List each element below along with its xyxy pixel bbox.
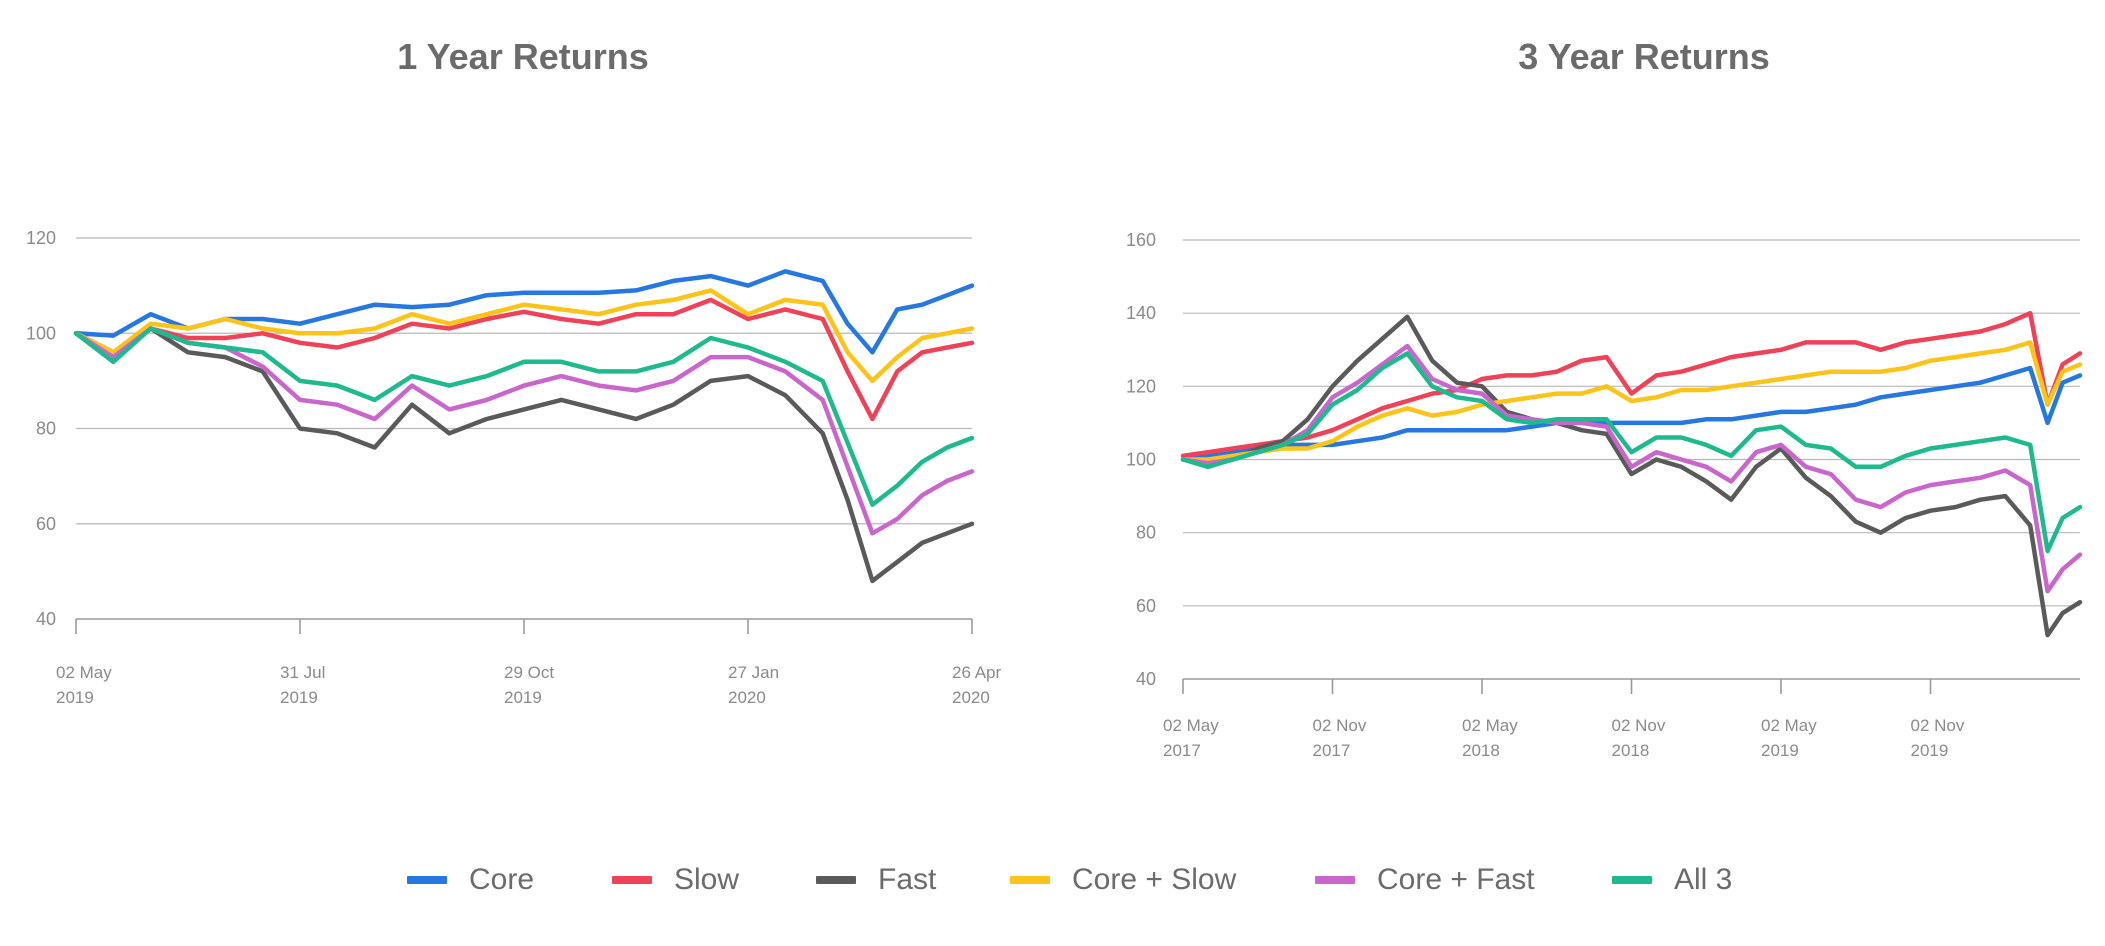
series-line-all-3 — [1180, 351, 2083, 554]
legend-label-slow: Slow — [674, 863, 740, 896]
legend-item-core-fast: Core + Fast — [1315, 858, 1535, 902]
y-tick-label: 100 — [1126, 450, 1156, 470]
x-tick-label-year: 2019 — [1761, 741, 1799, 760]
legend-swatch-core-slow — [1010, 876, 1050, 884]
x-tick-label: 02 Nov — [1612, 716, 1666, 735]
y-tick-label: 40 — [36, 609, 56, 629]
legend-label-core-slow: Core + Slow — [1072, 863, 1237, 896]
series-line-core — [1180, 365, 2083, 462]
x-tick-label: 31 Jul — [280, 663, 325, 682]
chart-1-year-returns: 40 60 80 100 120 02 May 2019 31 Jul 2019 29 Oct 20… — [26, 228, 1002, 707]
series-line-fast — [73, 326, 975, 584]
legend-label-core-fast: Core + Fast — [1377, 863, 1535, 896]
x-tick-label-year: 2017 — [1313, 741, 1351, 760]
y-tick-label: 120 — [26, 228, 56, 248]
x-tick-label-year: 2020 — [728, 688, 766, 707]
x-tick-label: 29 Oct — [504, 663, 554, 682]
legend-label-core: Core — [469, 863, 535, 896]
y-tick-label: 80 — [1136, 523, 1156, 543]
legend-label-fast: Fast — [878, 863, 937, 896]
legend-swatch-all-3 — [1612, 876, 1652, 884]
y-tick-label: 60 — [36, 514, 56, 534]
y-tick-label: 160 — [1126, 230, 1156, 250]
y-tick-label: 60 — [1136, 596, 1156, 616]
series-line-core-fast — [73, 326, 975, 536]
series-line-core-fast — [1180, 343, 2083, 594]
legend-label-all-3: All 3 — [1674, 863, 1733, 896]
x-tick-label-year: 2018 — [1612, 741, 1650, 760]
x-tick-label-year: 2019 — [1911, 741, 1949, 760]
legend-item-all-3: All 3 — [1612, 858, 1732, 902]
legend-swatch-fast — [816, 876, 856, 884]
legend-item-slow: Slow — [612, 858, 739, 902]
series-line-slow — [73, 297, 975, 422]
x-tick-label: 02 May — [1163, 716, 1219, 735]
series-line-all-3 — [73, 326, 975, 507]
legend-item-fast: Fast — [816, 858, 936, 902]
y-tick-label: 140 — [1126, 303, 1156, 323]
x-tick-label: 26 Apr — [952, 663, 1001, 682]
x-tick-label-year: 2018 — [1462, 741, 1500, 760]
x-tick-label: 02 Nov — [1911, 716, 1965, 735]
x-tick-label-year: 2019 — [280, 688, 318, 707]
y-tick-label: 100 — [26, 323, 56, 343]
x-tick-label-year: 2020 — [952, 688, 990, 707]
legend-item-core-slow: Core + Slow — [1010, 858, 1236, 902]
y-tick-label: 40 — [1136, 669, 1156, 689]
series-line-fast — [1180, 314, 2083, 638]
series-line-slow — [1180, 310, 2083, 459]
legend: Core Slow Fast Core + Slow Core + Fast A… — [0, 858, 2105, 902]
x-tick-label: 02 May — [56, 663, 112, 682]
x-tick-label: 27 Jan — [728, 663, 779, 682]
legend-swatch-core-fast — [1315, 876, 1355, 884]
legend-item-core: Core — [407, 858, 534, 902]
y-tick-label: 120 — [1126, 376, 1156, 396]
x-tick-label-year: 2019 — [56, 688, 94, 707]
x-tick-label-year: 2017 — [1163, 741, 1201, 760]
series-line-core — [73, 269, 975, 355]
chart-3-year-returns: 40 60 80 100 120 140 160 02 May 2017 02 Nov 2017 02… — [1126, 230, 2083, 760]
x-tick-label: 02 May — [1462, 716, 1518, 735]
y-tick-label: 80 — [36, 419, 56, 439]
x-tick-label-year: 2019 — [504, 688, 542, 707]
series-line-core-slow — [1180, 340, 2083, 462]
x-tick-label: 02 Nov — [1313, 716, 1367, 735]
legend-swatch-slow — [612, 876, 652, 884]
x-tick-label: 02 May — [1761, 716, 1817, 735]
chart-title-1-year: 1 Year Returns — [397, 36, 649, 77]
legend-swatch-core — [407, 876, 447, 884]
chart-title-3-year: 3 Year Returns — [1518, 36, 1770, 77]
series-line-core-slow — [73, 288, 975, 384]
